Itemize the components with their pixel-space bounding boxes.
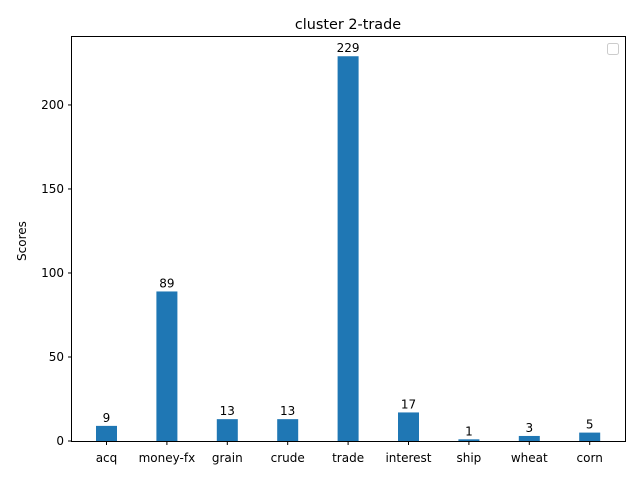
y-tick-label: 0 [56,434,64,448]
chart-title: cluster 2-trade [295,17,401,33]
x-tick-label: grain [212,451,243,465]
bar [216,419,238,441]
bar-value-label: 3 [525,421,533,435]
x-tick-label: interest [385,451,431,465]
bar-value-label: 1 [465,424,473,438]
legend-box [607,43,619,55]
plot-frame [71,36,626,442]
x-tick-label: crude [271,451,305,465]
bar-value-label: 5 [586,418,594,432]
bar [96,425,117,441]
y-axis-label: Scores [15,221,29,261]
bar-value-label: 9 [103,411,111,425]
bar [277,419,299,441]
bar [398,412,419,441]
ticks-layer: acq money-fx grain crude trade interest ship wh… [41,98,603,465]
bar [337,56,359,442]
y-tick-label: 50 [49,350,64,364]
bar [458,439,480,441]
y-tick-label: 100 [41,266,64,280]
bar-value-label: 229 [337,41,360,55]
bar [156,291,178,441]
x-tick-label: trade [332,451,364,465]
bar-value-label: 17 [401,397,416,411]
bar [518,435,540,441]
x-tick-label: ship [456,451,481,465]
x-tick-label: wheat [511,451,548,465]
bar-value-label: 89 [159,276,174,290]
bar-value-label: 13 [220,404,235,418]
y-tick-label: 150 [41,182,64,196]
bar [579,432,601,441]
x-tick-label: money-fx [139,451,196,465]
y-tick-label: 200 [41,98,64,112]
bar-value-label: 13 [280,404,295,418]
x-tick-label: corn [577,451,603,465]
x-tick-label: acq [96,451,118,465]
